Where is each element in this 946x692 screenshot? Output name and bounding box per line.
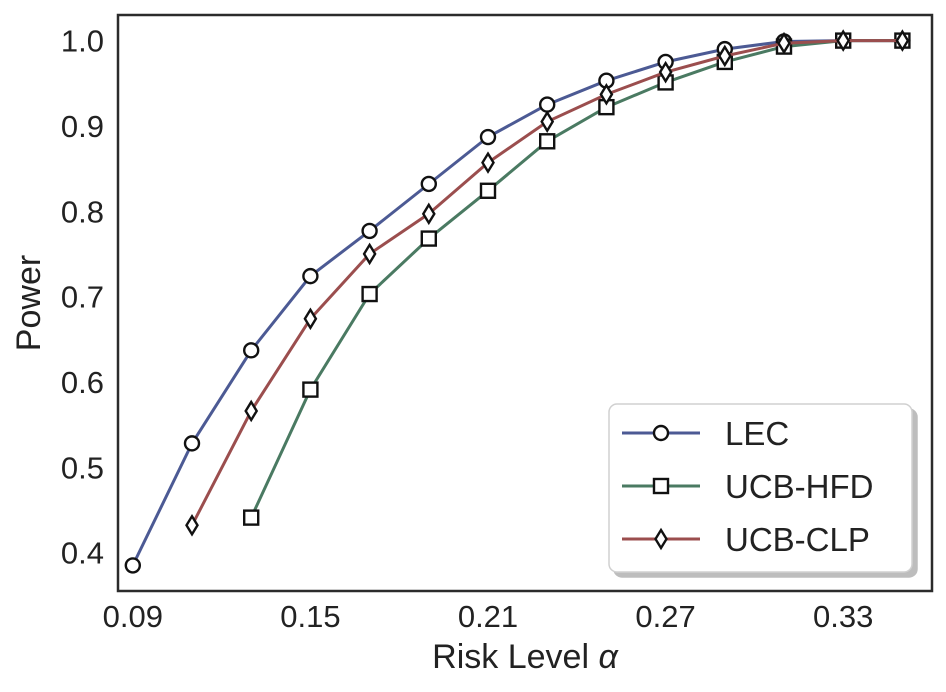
legend-marker: [654, 527, 668, 551]
y-tick-label: 0.7: [61, 280, 104, 315]
legend: LEC UCB-HFD UCB-CLP: [608, 403, 913, 573]
y-tick-label: 0.4: [61, 536, 104, 571]
x-tick-label: 0.15: [280, 599, 340, 634]
legend-marker: [652, 424, 670, 442]
data-point-ucb-clp: [717, 44, 732, 68]
data-point-ucb-clp: [895, 29, 910, 52]
data-point-ucb-hfd: [479, 182, 497, 199]
y-tick-label: 0.5: [61, 450, 104, 485]
y-tick-label: 0.9: [61, 109, 104, 144]
data-point-ucb-clp: [481, 151, 495, 174]
data-point-ucb-clp: [362, 242, 377, 266]
x-tick-label: 0.27: [635, 599, 695, 634]
data-point-ucb-clp: [777, 31, 791, 55]
data-point-lec: [183, 435, 201, 452]
x-axis-label-symbol: α: [598, 638, 619, 676]
y-axis-ticks: 0.4 0.5 0.6 0.7 0.8 0.9 1.0: [61, 24, 104, 571]
series-ucb-clp: [185, 29, 910, 537]
x-tick-label: 0.33: [813, 599, 873, 634]
x-tick-label: 0.09: [103, 599, 163, 634]
data-point-ucb-clp: [836, 29, 851, 52]
x-axis-ticks: 0.09 0.15 0.21 0.27 0.33: [103, 599, 874, 634]
legend-item-ucb-clp: UCB-CLP: [622, 521, 870, 558]
data-point-lec: [242, 342, 260, 359]
legend-marker: [652, 477, 670, 495]
legend-item-ucb-hfd: UCB-HFD: [622, 468, 873, 505]
data-point-ucb-hfd: [361, 285, 378, 303]
legend-label: LEC: [725, 415, 789, 452]
x-tick-label: 0.21: [458, 599, 518, 634]
legend-box: [608, 403, 913, 573]
data-point-lec: [361, 222, 378, 240]
y-axis-label: Power: [10, 255, 48, 351]
series-line-ucb-hfd: [249, 39, 903, 519]
data-point-ucb-clp: [421, 202, 436, 226]
data-point-ucb-clp: [244, 399, 259, 423]
data-point-lec: [420, 175, 437, 193]
data-point-lec: [124, 557, 142, 574]
data-point-ucb-hfd: [242, 509, 260, 526]
y-tick-label: 1.0: [61, 24, 104, 59]
data-point-ucb-hfd: [420, 230, 437, 247]
data-point-ucb-hfd: [302, 381, 319, 398]
data-point-ucb-clp: [540, 110, 555, 133]
data-point-ucb-hfd: [539, 133, 556, 150]
plot-area: [124, 29, 911, 574]
data-point-lec: [539, 96, 556, 113]
y-tick-label: 0.6: [61, 365, 104, 400]
data-point-lec: [479, 128, 497, 146]
x-axis-label: Risk Level α: [432, 638, 619, 676]
data-point-lec: [302, 267, 319, 285]
data-point-ucb-clp: [658, 60, 673, 84]
data-point-ucb-clp: [303, 307, 318, 331]
data-point-ucb-clp: [599, 83, 614, 106]
legend-label: UCB-CLP: [725, 521, 870, 558]
data-point-ucb-clp: [185, 513, 199, 537]
plot-frame: [116, 13, 934, 593]
series-line-lec: [131, 39, 903, 567]
legend-item-lec: LEC: [622, 415, 789, 452]
y-tick-label: 0.8: [61, 194, 104, 229]
legend-label: UCB-HFD: [725, 468, 873, 505]
